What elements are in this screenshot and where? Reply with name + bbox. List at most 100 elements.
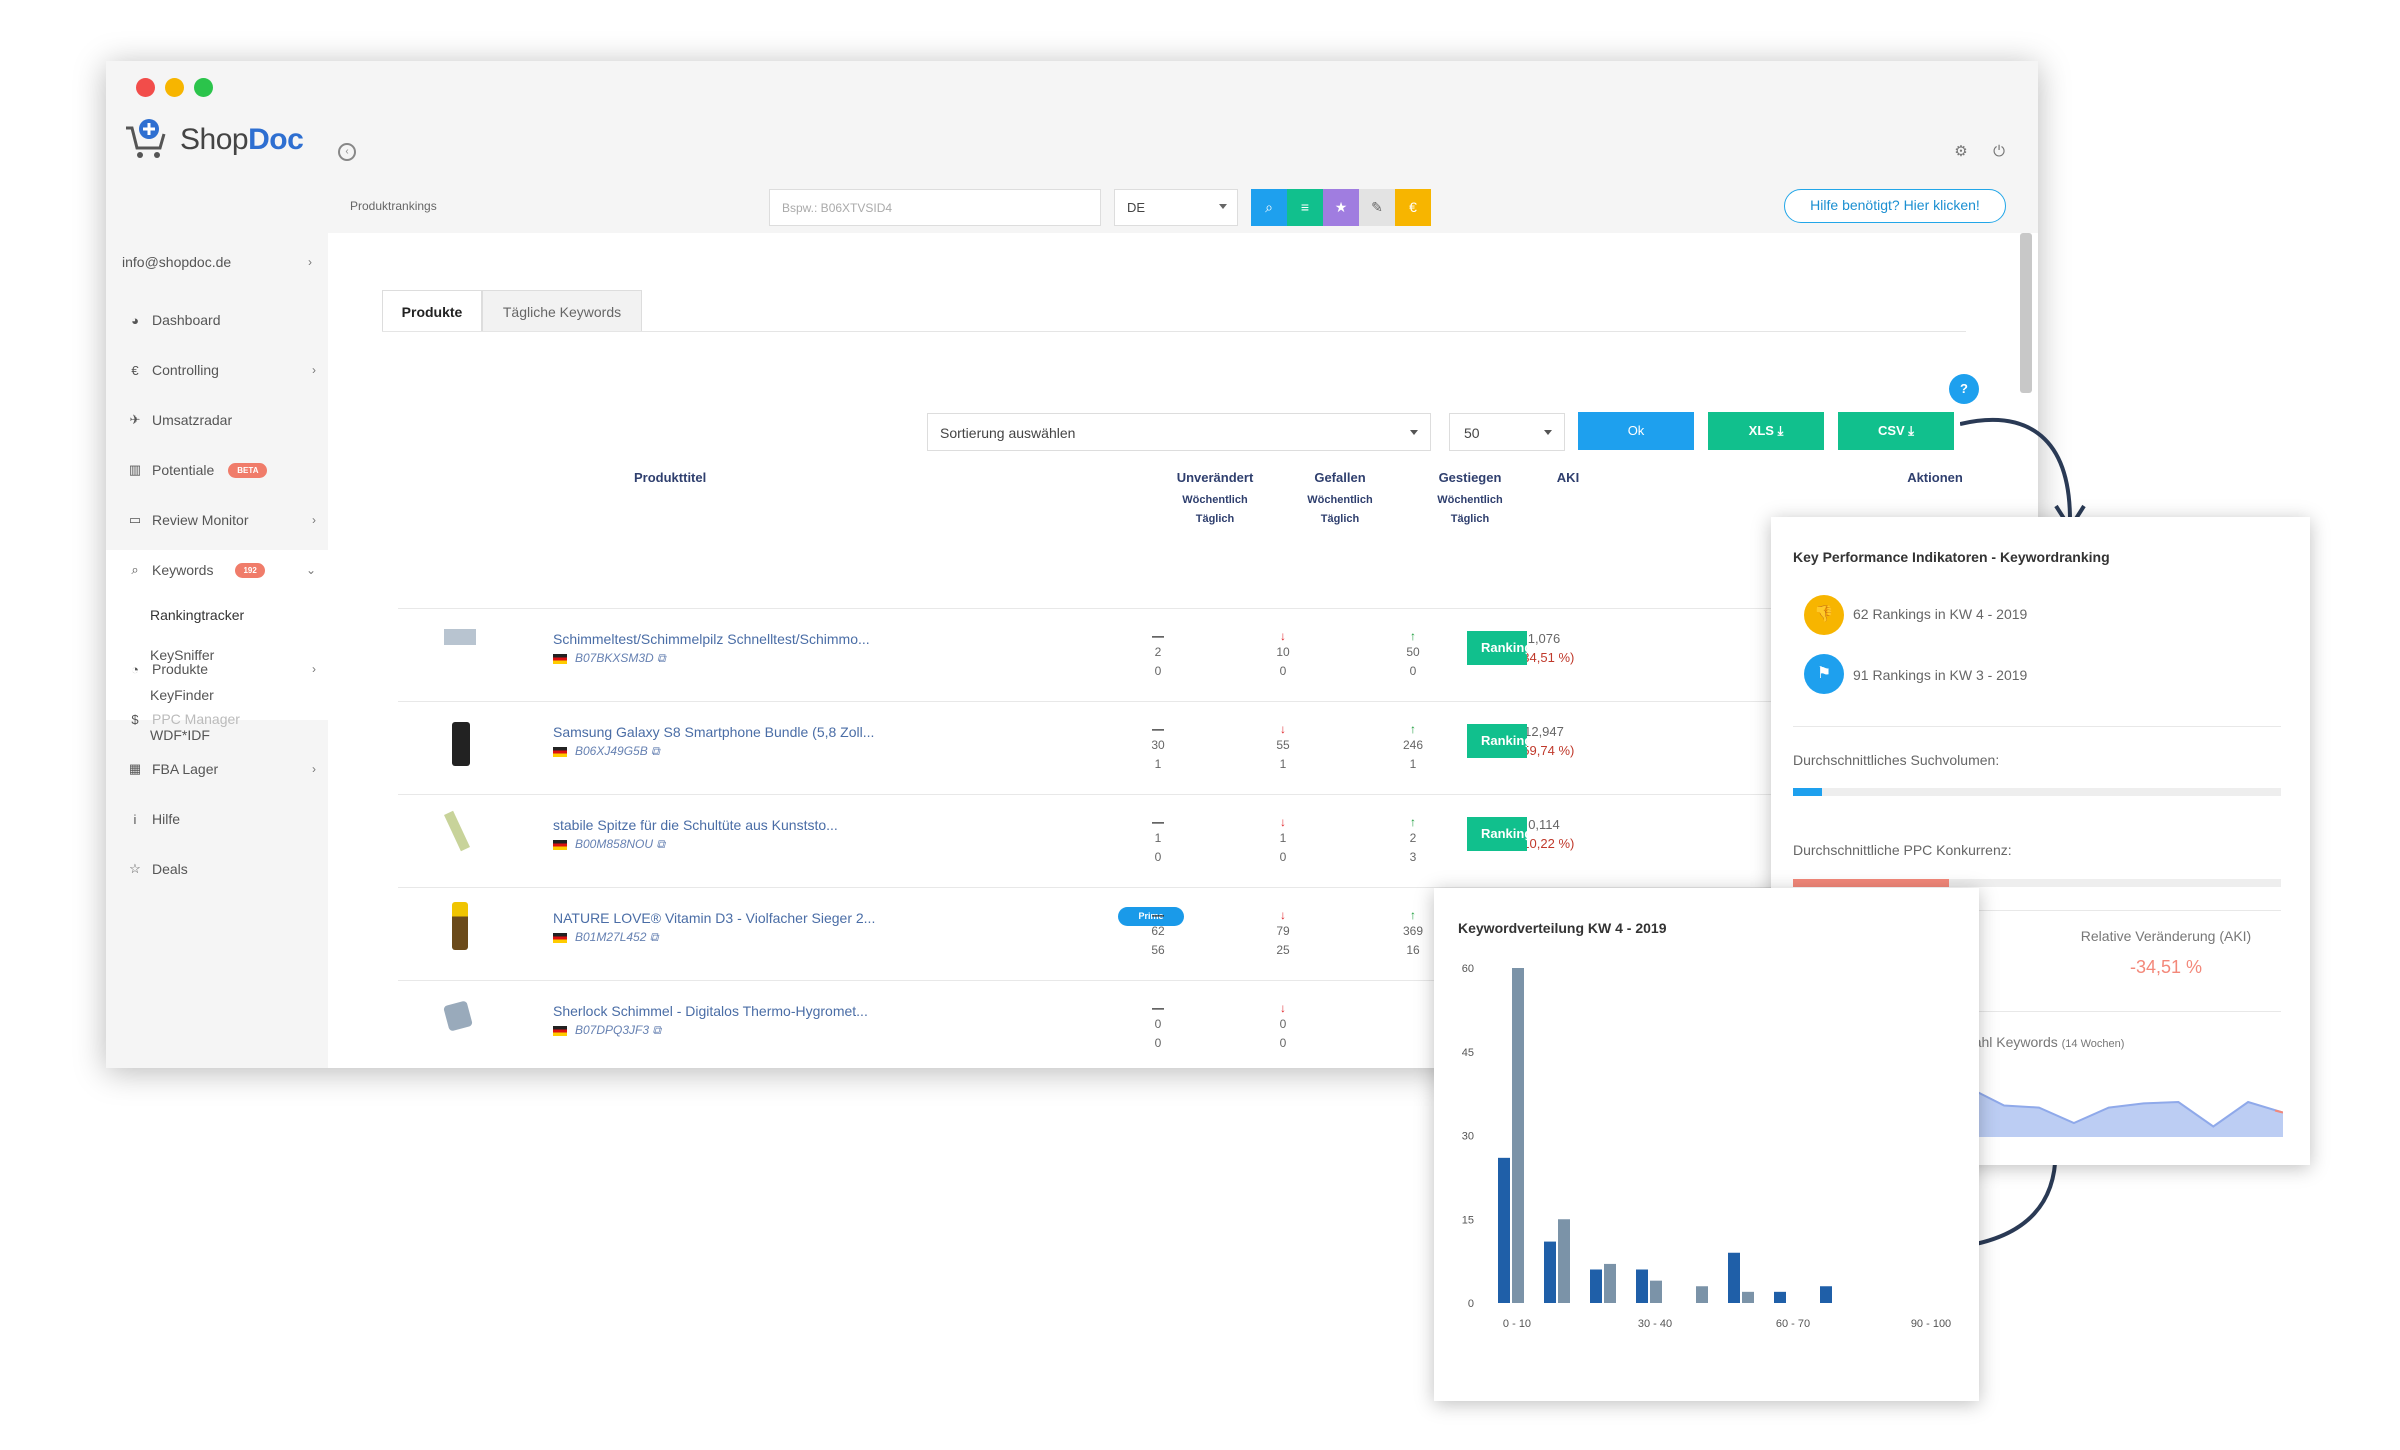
help-question-icon[interactable]: ? bbox=[1949, 374, 1979, 404]
scrollbar[interactable] bbox=[2020, 233, 2032, 393]
daily-value: 56 bbox=[1151, 943, 1165, 957]
unchanged-cell: — 1 0 bbox=[1128, 815, 1188, 867]
aki-cell: 1,076 (-34,51 %) bbox=[1489, 629, 1599, 667]
product-asin-link[interactable]: B00M858NOU ⧉ bbox=[553, 837, 665, 852]
chevron-right-icon: › bbox=[312, 662, 316, 676]
bar[interactable] bbox=[1590, 1269, 1602, 1304]
bar[interactable] bbox=[1512, 968, 1524, 1303]
maximize-window-button[interactable] bbox=[194, 78, 213, 97]
euro-button[interactable]: € bbox=[1395, 189, 1431, 226]
ranking-button[interactable]: Ranking bbox=[1467, 817, 1527, 851]
xls-export-button[interactable]: XLS ⤓ bbox=[1708, 412, 1824, 450]
bar[interactable] bbox=[1774, 1291, 1786, 1303]
product-title-link[interactable]: stabile Spitze für die Schultüte aus Kun… bbox=[553, 817, 838, 833]
ranking-button[interactable]: Ranking bbox=[1467, 631, 1527, 665]
sidebar-item-ppc-manager[interactable]: $ PPC Manager bbox=[126, 707, 322, 731]
chevron-down-icon bbox=[1544, 430, 1552, 435]
sidebar-sub-keyfinder[interactable]: KeyFinder bbox=[150, 687, 214, 703]
sidebar-badge: 192 bbox=[235, 562, 265, 578]
list-button[interactable]: ≡ bbox=[1287, 189, 1323, 226]
search-button[interactable]: ⌕ bbox=[1251, 189, 1287, 226]
sidebar-item-dashboard[interactable]: ◕ Dashboard bbox=[126, 308, 322, 332]
csv-export-button[interactable]: CSV ⤓ bbox=[1838, 412, 1954, 450]
tab-produkte[interactable]: Produkte bbox=[382, 290, 482, 332]
product-asin-link[interactable]: B01M27L452 ⧉ bbox=[553, 930, 658, 945]
fallen-cell: ↓ 0 0 bbox=[1253, 1001, 1313, 1053]
help-button[interactable]: Hilfe benötigt? Hier klicken! bbox=[1784, 189, 2006, 223]
product-asin-link[interactable]: B07DPQ3JF3 ⧉ bbox=[553, 1023, 661, 1038]
power-icon[interactable]: ⏻ bbox=[1993, 143, 2005, 160]
relative-change-value: -34,51 % bbox=[2129, 957, 2203, 977]
table-row[interactable]: Samsung Galaxy S8 Smartphone Bundle (5,8… bbox=[398, 701, 1966, 791]
sidebar-item-controlling[interactable]: € Controlling › bbox=[126, 358, 322, 382]
collapse-sidebar-icon[interactable]: ‹ bbox=[338, 143, 356, 161]
product-thumbnail bbox=[438, 716, 478, 766]
edit-button[interactable]: ✎ bbox=[1359, 189, 1395, 226]
favorite-button[interactable]: ★ bbox=[1323, 189, 1359, 226]
euro-icon: € bbox=[131, 362, 139, 378]
bar[interactable] bbox=[1544, 1241, 1556, 1303]
fallen-cell: ↓ 10 0 bbox=[1253, 629, 1313, 681]
y-tick-label: 60 bbox=[1462, 963, 1474, 975]
bar[interactable] bbox=[1498, 1157, 1510, 1303]
close-window-button[interactable] bbox=[136, 78, 155, 97]
tab-taegliche-keywords[interactable]: Tägliche Keywords bbox=[482, 290, 642, 332]
page-size-select[interactable]: 50 bbox=[1449, 413, 1565, 451]
bar[interactable] bbox=[1820, 1286, 1832, 1303]
bar[interactable] bbox=[1742, 1291, 1754, 1303]
sidebar-item-review-monitor[interactable]: ▭ Review Monitor › bbox=[126, 508, 322, 532]
header-produkttitel[interactable]: Produkttitel bbox=[634, 470, 707, 485]
asin: B07BKXSM3D bbox=[575, 651, 654, 665]
bar[interactable] bbox=[1696, 1286, 1708, 1303]
daily-value: 25 bbox=[1276, 943, 1290, 957]
gear-icon[interactable]: ⚙ bbox=[1954, 143, 1968, 160]
bar[interactable] bbox=[1558, 1219, 1570, 1303]
sidebar-sub-rankingtracker[interactable]: Rankingtracker bbox=[150, 607, 245, 623]
y-tick-label: 45 bbox=[1462, 1047, 1474, 1059]
product-title-link[interactable]: Samsung Galaxy S8 Smartphone Bundle (5,8… bbox=[553, 724, 875, 740]
sidebar-sub-keysniffer[interactable]: KeySniffer bbox=[150, 647, 215, 663]
table-row[interactable]: Sherlock Schimmel - Digitalos Thermo-Hyg… bbox=[398, 980, 1966, 1068]
header-aki[interactable]: AKI bbox=[1556, 470, 1580, 485]
sidebar-item-label: Controlling bbox=[152, 362, 219, 378]
bar[interactable] bbox=[1604, 1263, 1616, 1303]
sidebar-item-hilfe[interactable]: i Hilfe bbox=[126, 807, 322, 831]
header-gestiegen[interactable]: Gestiegen Wöchentlich Täglich bbox=[1410, 470, 1530, 529]
weekly-value: 0 bbox=[1279, 1017, 1287, 1031]
search-volume-label: Durchschnittliches Suchvolumen: bbox=[1793, 752, 2000, 768]
sidebar-item-keywords[interactable]: ⌕ Keywords 192 ⌄ bbox=[126, 558, 322, 582]
sidebar-item-potentiale[interactable]: ▥ Potentiale BETA bbox=[126, 458, 322, 482]
product-asin-link[interactable]: B07BKXSM3D ⧉ bbox=[553, 651, 666, 666]
user-menu[interactable]: info@shopdoc.de › bbox=[122, 250, 318, 274]
dash-icon: — bbox=[1152, 1001, 1164, 1015]
logo[interactable]: ShopDoc bbox=[124, 115, 304, 165]
minimize-window-button[interactable] bbox=[165, 78, 184, 97]
rising-cell: ↑ 50 0 bbox=[1383, 629, 1443, 681]
ok-button[interactable]: Ok bbox=[1578, 412, 1694, 450]
kpi-panel: Key Performance Indikatoren - Keywordran… bbox=[1771, 517, 2310, 1165]
bar[interactable] bbox=[1728, 1252, 1740, 1303]
bar[interactable] bbox=[1636, 1269, 1648, 1304]
sidebar-item-fba-lager[interactable]: ▦ FBA Lager › bbox=[126, 757, 322, 781]
product-title-link[interactable]: Schimmeltest/Schimmelpilz Schnelltest/Sc… bbox=[553, 631, 870, 647]
country-select[interactable]: DE bbox=[1114, 189, 1238, 226]
arrow-down-icon: ↓ bbox=[1280, 722, 1286, 736]
table-row[interactable]: stabile Spitze für die Schultüte aus Kun… bbox=[398, 794, 1966, 884]
table-row[interactable]: Schimmeltest/Schimmelpilz Schnelltest/Sc… bbox=[398, 608, 1966, 698]
ranking-button[interactable]: Ranking bbox=[1467, 724, 1527, 758]
sidebar-sub-wdf-idf[interactable]: WDF*IDF bbox=[150, 727, 210, 743]
product-title-link[interactable]: Sherlock Schimmel - Digitalos Thermo-Hyg… bbox=[553, 1003, 868, 1019]
product-title-link[interactable]: NATURE LOVE® Vitamin D3 - Violfacher Sie… bbox=[553, 910, 876, 926]
product-asin-link[interactable]: B06XJ49G5B ⧉ bbox=[553, 744, 660, 759]
logo-text: ShopDoc bbox=[180, 123, 304, 156]
sidebar-item-produkte[interactable]: ◔ Produkte › bbox=[126, 657, 322, 681]
sidebar-item-umsatzradar[interactable]: ✈ Umsatzradar bbox=[126, 408, 322, 432]
bar[interactable] bbox=[1650, 1280, 1662, 1303]
daily-value: 0 bbox=[1154, 1036, 1162, 1050]
sidebar-item-deals[interactable]: ☆ Deals bbox=[126, 857, 322, 881]
header-gefallen[interactable]: Gefallen Wöchentlich Täglich bbox=[1280, 470, 1400, 529]
weekly-value: 10 bbox=[1276, 645, 1290, 659]
asin-search-input[interactable]: Bspw.: B06XTVSID4 bbox=[769, 189, 1101, 226]
sort-select[interactable]: Sortierung auswählen bbox=[927, 413, 1431, 451]
header-unveraendert[interactable]: Unverändert Wöchentlich Täglich bbox=[1145, 470, 1285, 529]
